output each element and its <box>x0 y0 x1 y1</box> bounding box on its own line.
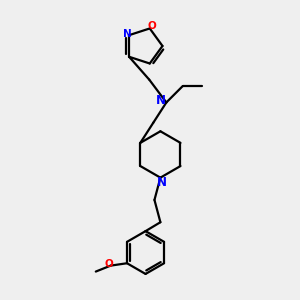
Text: N: N <box>123 29 131 39</box>
Text: O: O <box>148 21 156 32</box>
Text: N: N <box>156 94 166 107</box>
Text: O: O <box>104 260 113 269</box>
Text: N: N <box>157 176 167 189</box>
